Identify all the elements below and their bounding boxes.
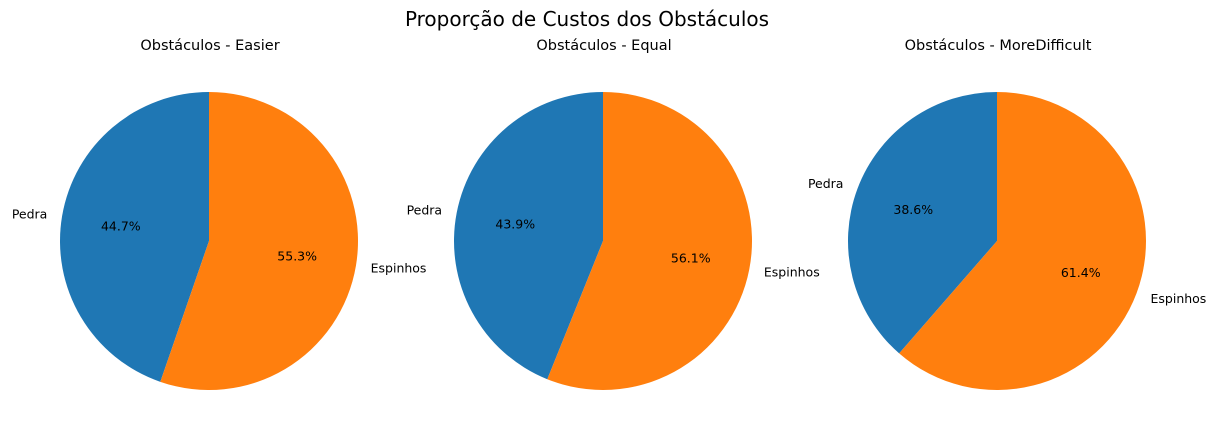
figure-title: Proporção de Custos dos Obstáculos bbox=[405, 7, 769, 31]
pie-slice-espinhos bbox=[160, 91, 359, 390]
pie-title-easier: Obstáculos - Easier bbox=[140, 38, 279, 54]
pie-title-moredifficult: Obstáculos - MoreDifficult bbox=[905, 38, 1092, 54]
pie-percent-label-pedra: 44.7% bbox=[101, 219, 141, 234]
pie-panel-moredifficult: Obstáculos - MoreDifficult 38.6% Pedra 61.… bbox=[808, 38, 1206, 390]
pie-slice-pedra bbox=[60, 92, 210, 382]
pie-category-label-pedra: Pedra bbox=[808, 176, 844, 191]
pie-title-equal: Obstáculos - Equal bbox=[536, 38, 671, 54]
pie-percent-label-espinhos: 55.3% bbox=[277, 248, 317, 263]
pie-slice-pedra bbox=[453, 92, 603, 380]
pie-category-label-pedra: Pedra bbox=[12, 206, 48, 221]
pie-panel-equal: Obstáculos - Equal 43.9% Pedra 56.1% Espinh… bbox=[407, 38, 820, 390]
pie-percent-label-pedra: 43.9% bbox=[495, 216, 535, 231]
pie-slice-espinhos bbox=[547, 91, 752, 390]
pie-category-label-pedra: Pedra bbox=[407, 202, 443, 217]
pie-percent-label-pedra: 38.6% bbox=[893, 202, 933, 217]
pie-category-label-espinhos: Espinhos bbox=[764, 265, 820, 280]
pie-equal: 43.9% Pedra 56.1% Espinhos bbox=[407, 91, 820, 390]
pie-easier: 44.7% Pedra 55.3% Espinhos bbox=[12, 91, 427, 390]
pie-slice-espinhos bbox=[899, 92, 1146, 390]
pie-moredifficult: 38.6% Pedra 61.4% Espinhos bbox=[808, 92, 1206, 390]
pie-percent-label-espinhos: 56.1% bbox=[671, 251, 711, 266]
pie-panel-easier: Obstáculos - Easier 44.7% Pedra 55.3% Espin… bbox=[12, 38, 427, 390]
pie-slice-pedra bbox=[848, 92, 997, 354]
pie-category-label-espinhos: Espinhos bbox=[1151, 291, 1207, 306]
pie-percent-label-espinhos: 61.4% bbox=[1061, 265, 1101, 280]
pie-category-label-espinhos: Espinhos bbox=[371, 261, 427, 276]
